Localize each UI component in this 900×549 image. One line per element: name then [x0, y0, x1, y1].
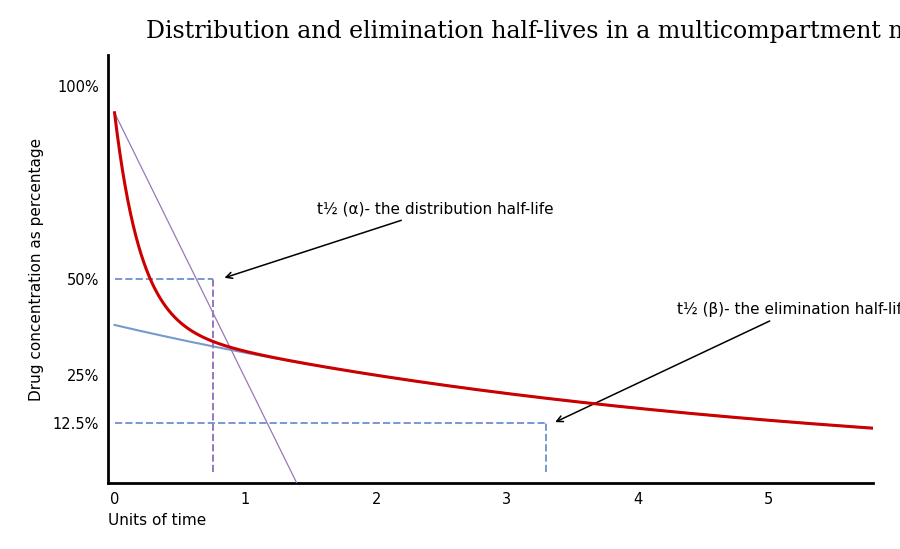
- X-axis label: Units of time: Units of time: [108, 513, 206, 528]
- Text: Distribution and elimination half-lives in a multicompartment model: Distribution and elimination half-lives …: [146, 20, 900, 43]
- Text: t½ (α)- the distribution half-life: t½ (α)- the distribution half-life: [226, 201, 554, 278]
- Text: t½ (β)- the elimination half-life: t½ (β)- the elimination half-life: [557, 302, 900, 422]
- Y-axis label: Drug concentration as percentage: Drug concentration as percentage: [30, 137, 44, 401]
